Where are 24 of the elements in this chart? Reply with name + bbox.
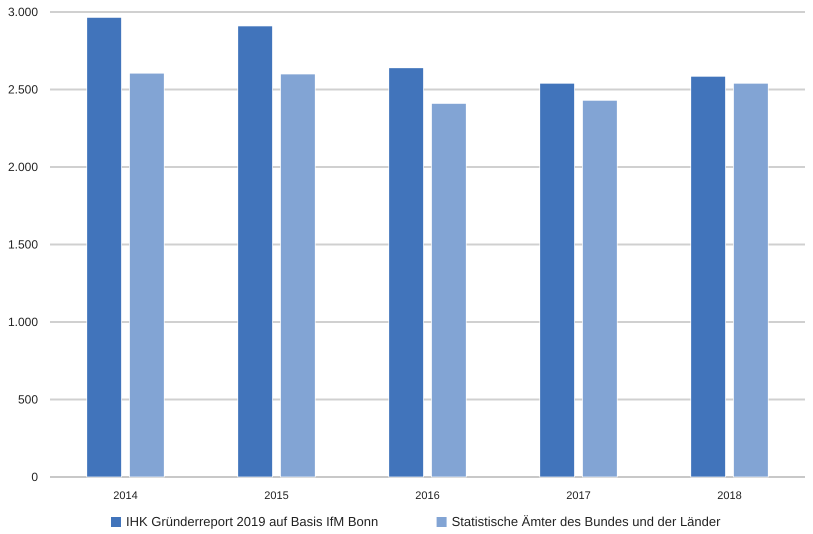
legend-label: IHK Gründerreport 2019 auf Basis IfM Bonn <box>126 514 378 529</box>
y-tick-label: 2.000 <box>8 160 38 174</box>
legend-label: Statistische Ämter des Bundes und der Länder <box>452 514 722 529</box>
y-tick-label: 1.500 <box>8 238 38 252</box>
bar <box>539 82 575 478</box>
bar <box>388 67 424 478</box>
bar <box>237 26 273 478</box>
y-tick-label: 0 <box>31 470 38 484</box>
x-tick-label: 2016 <box>415 490 440 502</box>
bar <box>733 82 769 478</box>
bar <box>690 76 726 478</box>
x-tick-label: 2018 <box>717 490 742 502</box>
y-tick-label: 1.000 <box>8 315 38 330</box>
bar <box>582 100 618 478</box>
y-tick-label: 3.000 <box>8 5 38 20</box>
y-tick-label: 500 <box>18 392 38 407</box>
bar <box>86 17 122 478</box>
x-tick-label: 2015 <box>264 490 289 502</box>
bar <box>129 72 165 478</box>
bar <box>280 74 316 478</box>
x-tick-label: 2014 <box>113 490 138 502</box>
x-tick-label: 2017 <box>566 490 591 502</box>
bar <box>431 103 467 478</box>
y-tick-label: 2.500 <box>8 82 38 97</box>
